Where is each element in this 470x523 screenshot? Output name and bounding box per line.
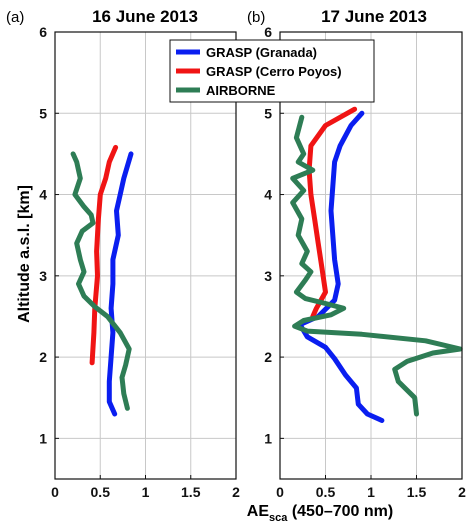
y-tick-label: 4 xyxy=(39,187,47,203)
y-tick-label: 4 xyxy=(264,187,272,203)
panel-b: (b) 17 June 2013 0 0.5 1 1.5 2 1 2 3 4 5 6 xyxy=(247,7,466,500)
panel-b-label: (b) xyxy=(247,9,265,26)
x-axis-label-rest: (450–700 nm) xyxy=(287,503,393,520)
series-line-airborne xyxy=(290,114,463,417)
x-tick-label: 0 xyxy=(276,484,284,500)
legend-box xyxy=(169,39,375,103)
x-tick-label: 1 xyxy=(367,484,375,500)
panel-b-title: 17 June 2013 xyxy=(321,7,427,26)
y-tick-label: 6 xyxy=(264,24,272,40)
x-tick-label: 0.5 xyxy=(316,484,336,500)
panel-a-label: (a) xyxy=(6,9,24,26)
y-axis-label: Altitude a.s.l. [km] xyxy=(16,185,33,323)
x-axis-label-main: AE xyxy=(247,503,270,520)
plot-frame-b xyxy=(279,31,463,480)
y-tick-label: 1 xyxy=(264,430,272,446)
x-axis-label-subscript: sca xyxy=(269,512,288,523)
series-line-grasp-granada xyxy=(297,110,385,423)
y-tick-label: 2 xyxy=(39,349,47,365)
series-line-grasp-cerro-poyos xyxy=(306,106,358,319)
legend-entry: GRASP (Granada) xyxy=(206,45,317,60)
y-tick-label: 5 xyxy=(264,105,272,121)
plot-frame-a xyxy=(54,31,237,480)
y-tick-label: 3 xyxy=(264,268,272,284)
y-tick-label: 2 xyxy=(264,349,272,365)
x-tick-label: 2 xyxy=(458,484,466,500)
series-line-grasp-granada xyxy=(106,151,134,417)
x-tick-label: 2 xyxy=(232,484,240,500)
y-tick-label: 3 xyxy=(39,268,47,284)
y-tick-label: 6 xyxy=(39,24,47,40)
panel-a: (a) 16 June 2013 0 0.5 1 1.5 2 1 2 3 4 5 6 xyxy=(6,7,240,500)
legend-entry: AIRBORNE xyxy=(206,83,276,98)
x-tick-label: 0 xyxy=(51,484,59,500)
y-tick-label: 5 xyxy=(39,105,47,121)
x-tick-label: 1 xyxy=(142,484,150,500)
y-tick-label: 1 xyxy=(39,430,47,446)
panel-a-title: 16 June 2013 xyxy=(92,7,198,26)
series-line-grasp-cerro-poyos xyxy=(89,144,119,366)
x-tick-label: 1.5 xyxy=(407,484,427,500)
series-line-airborne xyxy=(70,151,132,411)
x-tick-label: 1.5 xyxy=(181,484,201,500)
x-axis-label: AEsca (450–700 nm) xyxy=(247,503,393,523)
legend: GRASP (Granada) GRASP (Cerro Poyos) AIRBOR… xyxy=(169,39,375,103)
x-tick-label: 0.5 xyxy=(91,484,111,500)
legend-entry: GRASP (Cerro Poyos) xyxy=(206,64,342,79)
